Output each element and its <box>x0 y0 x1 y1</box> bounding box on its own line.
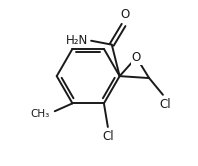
Text: Cl: Cl <box>102 130 114 143</box>
Text: H₂N: H₂N <box>66 34 88 47</box>
Text: O: O <box>132 51 141 64</box>
Text: O: O <box>120 8 129 21</box>
Text: Cl: Cl <box>159 98 171 111</box>
Text: CH₃: CH₃ <box>30 109 50 119</box>
